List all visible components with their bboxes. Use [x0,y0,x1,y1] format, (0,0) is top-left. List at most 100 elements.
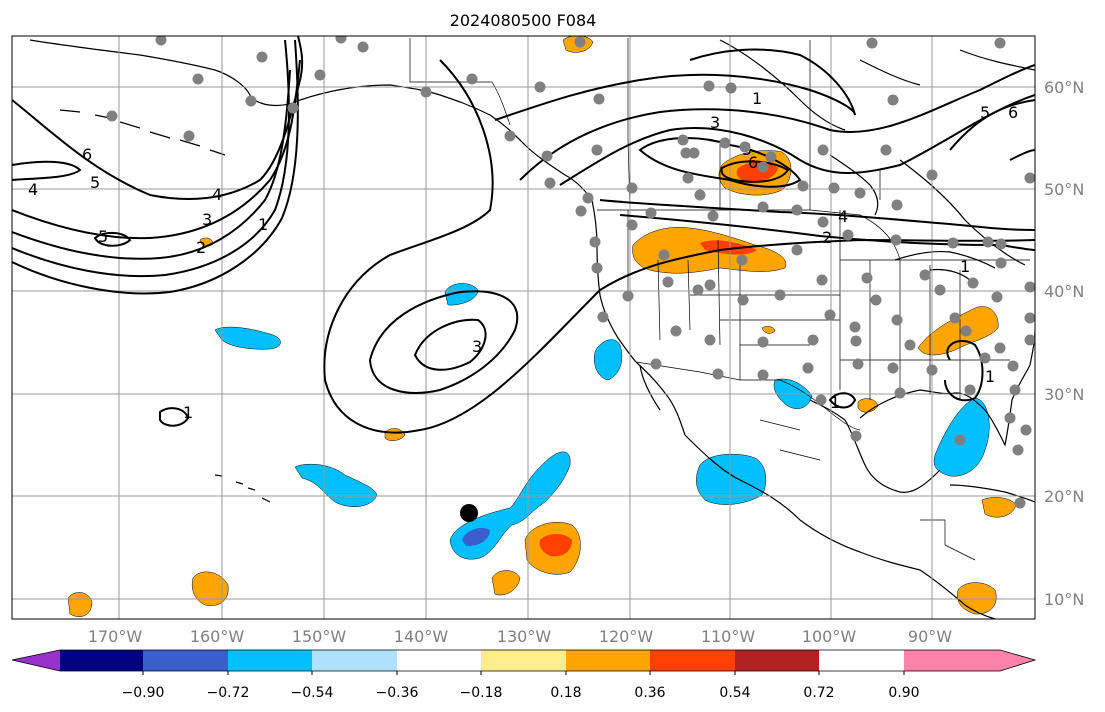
station-dot [949,312,961,324]
station-dot [658,249,670,261]
colorbar-tick-label: 0.36 [634,685,665,701]
marker-point [460,504,478,522]
canadian-provinces [627,38,881,211]
alaska-coast [29,39,593,201]
station-dot [850,430,862,442]
colorbar-segment [735,650,819,671]
station-dot [1014,497,1026,509]
station-dot [694,189,706,201]
station-dot [815,394,827,406]
colorbar: −0.90 −0.72 −0.54 −0.36 −0.18 0.18 0.36 0.54 0.7… [11,649,1037,701]
mexico-west-coast [684,434,996,619]
blue-field-mexico [696,453,767,505]
contours [12,36,1035,434]
colorbar-segment [228,650,312,671]
station-dot [850,335,862,347]
station-dot [719,137,731,149]
station-dot [817,216,829,228]
station-dot [870,294,882,306]
contour-gulf-1 [828,392,857,409]
us-mexico-border [635,361,861,431]
colorbar-outline [11,649,1037,672]
contour-pac-5 [12,39,299,295]
station-dot [582,192,594,204]
station-dot [106,110,118,122]
contour-pac-2 [12,59,301,240]
station-dot [645,207,657,219]
station-dot [692,284,704,296]
station-dots [106,36,1035,509]
lat-label: 10°N [1044,590,1084,609]
contour-label: 1 [752,89,762,108]
lon-label: 100°W [802,627,857,646]
lon-label: 130°W [497,627,552,646]
station-dot [737,294,749,306]
lat-label: 20°N [1044,487,1084,506]
station-dot [816,274,828,286]
station-dot [1007,360,1019,372]
station-dot [593,93,605,105]
contour-label: 3 [472,337,482,356]
colorbar-tick-label: −0.90 [122,685,165,701]
station-dot [828,182,840,194]
station-dot [626,219,638,231]
station-dot [245,95,257,107]
station-dot [887,94,899,106]
station-dot [919,269,931,281]
colorbar-tick-label: −0.18 [460,685,503,701]
station-dot [757,336,769,348]
station-dot [703,80,715,92]
colorbar-segment [60,650,143,671]
contour-pac-1 [12,36,304,201]
cuba [949,484,1035,503]
station-dot [894,387,906,399]
colorbar-segment [904,650,1000,671]
darkblue-core [462,528,490,547]
station-dot [1020,424,1032,436]
lon-label: 160°W [190,627,245,646]
contour-ne-6 [1009,149,1035,161]
colorbar-tick-label: 0.18 [550,685,581,701]
station-dot [662,276,674,288]
station-dot [979,352,991,364]
station-dot [1024,334,1035,346]
station-dot [757,161,769,173]
colorbar-segments [12,650,1035,671]
contour-low-mid [368,290,518,394]
us-west-coast [591,199,637,363]
station-dot [541,150,553,162]
lat-axis-labels: 60°N 50°N 40°N 30°N 20°N 10°N [1044,78,1084,609]
contour-can-5 [638,137,802,188]
hawaii-islands [214,474,271,503]
lon-axis-labels: 170°W 160°W 150°W 140°W 130°W 120°W 110°… [88,627,952,646]
station-dot [626,182,638,194]
us-states-west [627,210,840,380]
station-dot [466,73,478,85]
contour-label: 6 [82,145,92,164]
contour-pac-5b [93,232,132,247]
station-dot [1012,444,1024,456]
station-dot [725,82,737,94]
contour-low-outer [323,59,1035,434]
contour-label: 4 [838,207,848,226]
map-title: 2024080500 F084 [450,11,597,30]
contour-label: 5 [980,103,990,122]
contour-label: 4 [28,180,38,199]
colorbar-tick-label: −0.36 [376,685,419,701]
station-dot [954,434,966,446]
contour-label: 3 [202,210,212,229]
station-dot [504,130,516,142]
contour-can-1 [494,48,856,121]
orange-field-small-4 [67,592,93,617]
station-dot [544,177,556,189]
station-dot [890,234,902,246]
station-dot [849,321,861,333]
lon-label: 110°W [701,627,756,646]
lon-label: 120°W [599,627,654,646]
station-dot [574,36,586,48]
colorbar-segment [566,650,650,671]
contour-label: 3 [710,113,720,132]
contour-pac-small [159,407,190,427]
contour-low-inner [413,318,487,371]
